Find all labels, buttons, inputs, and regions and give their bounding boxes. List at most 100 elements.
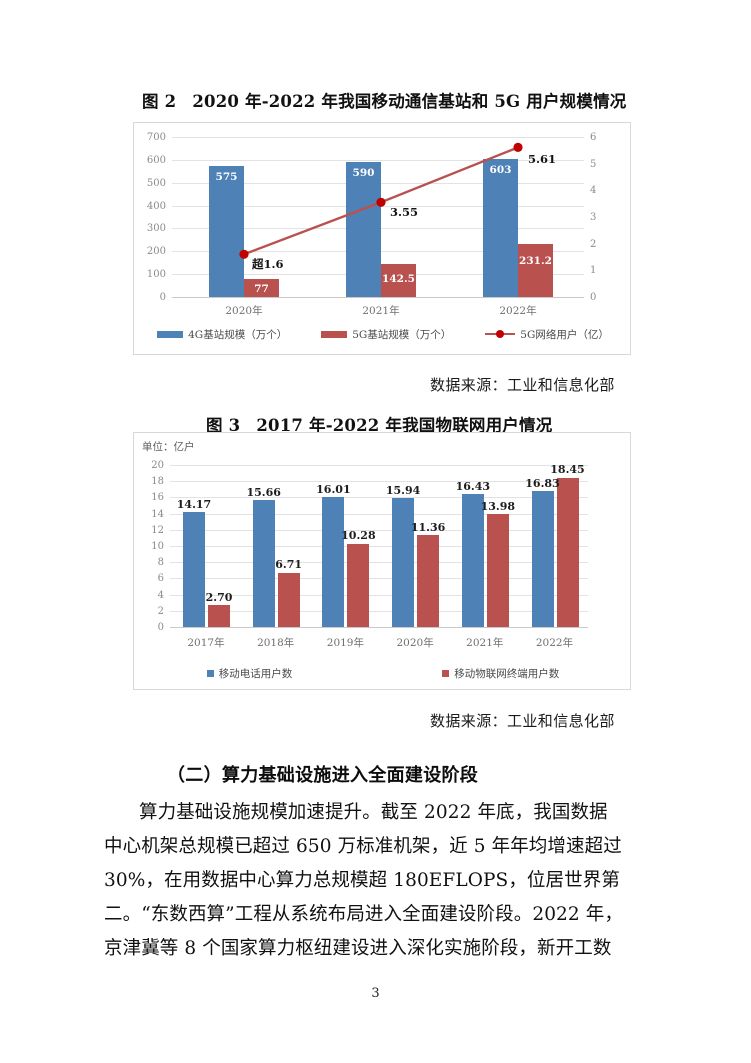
- y-tick: 12: [151, 524, 164, 536]
- gridline: [170, 610, 588, 612]
- bar-mobile-phone-2018: [252, 500, 275, 627]
- line-5g-users: [243, 146, 519, 256]
- bar-4g-2020: 575: [209, 165, 244, 297]
- bar-iot-2020: [417, 535, 440, 627]
- y-tick-right: 6: [590, 132, 597, 143]
- bar-iot-2022: [556, 477, 579, 627]
- y-tick-left: 0: [159, 292, 166, 303]
- bar-label-4g-2022: 603: [489, 164, 512, 177]
- bar-label-iot-2017: 2.70: [205, 591, 233, 604]
- bar-5g-2021: 142.5: [381, 264, 416, 297]
- bar-5g-2022: 231.2: [518, 244, 553, 297]
- x-category-2018: 2018年: [257, 637, 295, 649]
- x-category-2019: 2019年: [326, 637, 364, 649]
- line-label-2020: 超1.6: [252, 257, 284, 271]
- bar-iot-2017: [208, 605, 230, 627]
- y-tick: 14: [151, 508, 164, 520]
- bar-label-5g-2021: 142.5: [382, 273, 415, 286]
- bar-label-4g-2021: 590: [352, 167, 375, 180]
- legend-item-4g: 4G基站规模（万个）: [157, 327, 287, 342]
- body-paragraph-line: 算力基础设施规模加速提升。截至 2022 年底，我国数据: [139, 802, 608, 823]
- figure2-legend: 4G基站规模（万个） 5G基站规模（万个） 5G网络用户（亿）: [134, 326, 632, 342]
- legend-label-4g: 4G基站规模（万个）: [188, 328, 288, 341]
- y-tick-right: 3: [590, 212, 597, 223]
- y-tick-left: 300: [146, 223, 166, 235]
- body-paragraph-line: 中心机架总规模已超过 650 万标准机架，近 5 年年均增速超过: [104, 836, 622, 857]
- y-tick: 8: [157, 557, 164, 569]
- legend-swatch-bar-icon: [157, 330, 184, 338]
- line-label-2022: 5.61: [528, 152, 557, 166]
- bar-mobile-phone-2017: [183, 512, 205, 627]
- line-label-2021: 3.55: [390, 205, 419, 219]
- y-tick: 20: [151, 460, 164, 471]
- y-tick: 4: [157, 589, 164, 601]
- y-tick: 6: [157, 573, 164, 585]
- legend-label-mobile-phone: 移动电话用户数: [218, 667, 293, 680]
- legend-swatch-line-icon: [485, 330, 516, 338]
- figure2-caption-text: 2020 年-2022 年我国移动通信基站和 5G 用户规模情况: [192, 92, 627, 111]
- x-axis-line: [172, 297, 584, 298]
- page-number: 3: [371, 986, 380, 1001]
- legend-item-5g: 5G基站规模（万个）: [321, 327, 451, 342]
- y-tick-left: 200: [146, 246, 166, 258]
- bar-label-5g-2022: 231.2: [519, 255, 552, 268]
- bar-iot-2019: [347, 543, 370, 627]
- x-category-2020: 2020年: [225, 305, 263, 317]
- bar-5g-2020: 77: [244, 279, 279, 297]
- gridline: [170, 481, 588, 483]
- figure3-chart: 单位：亿户 14.17 2.70 15.66 6.71: [133, 432, 631, 690]
- bar-mobile-phone-2019: [322, 497, 345, 627]
- bar-label-5g-2020: 77: [254, 282, 269, 295]
- bar-label-4g-2020: 575: [215, 170, 238, 183]
- legend-label-5g: 5G基站规模（万个）: [352, 328, 452, 341]
- y-tick-right: 5: [590, 158, 597, 170]
- legend-item-mobile-phone: 移动电话用户数: [206, 666, 293, 681]
- x-category-2021: 2021年: [362, 305, 400, 317]
- figure3-plot-area: 14.17 2.70 15.66 6.71 16.01 10.28 15.94 …: [170, 463, 588, 628]
- bar-label-mobile-phone-2021: 16.43: [455, 480, 491, 493]
- bar-label-iot-2021: 13.98: [480, 500, 516, 513]
- figure3-caption-prefix: 图 3: [206, 416, 241, 435]
- figure2-chart: 575 77 590 142.5 603 231.2: [133, 122, 631, 355]
- legend-item-iot: 移动物联网终端用户数: [442, 666, 559, 681]
- x-axis-line: [170, 627, 588, 628]
- y-tick: 2: [157, 605, 164, 617]
- y-tick: 18: [151, 476, 164, 488]
- figure2-caption: 图 2 2020 年-2022 年我国移动通信基站和 5G 用户规模情况: [142, 88, 626, 112]
- bar-label-iot-2020: 11.36: [410, 521, 446, 534]
- figure3-source: 数据来源：工业和信息化部: [430, 712, 615, 730]
- gridline: [172, 159, 584, 161]
- figure2-plot-area: 575 77 590 142.5 603 231.2: [172, 137, 584, 298]
- section-heading: （二）算力基础设施进入全面建设阶段: [167, 765, 479, 786]
- y-tick-left: 700: [146, 132, 166, 143]
- y-tick-left: 400: [146, 200, 166, 212]
- bar-label-mobile-phone-2018: 15.66: [246, 486, 281, 499]
- bar-4g-2021: 590: [346, 162, 381, 297]
- bar-label-iot-2018: 6.71: [275, 558, 303, 571]
- body-paragraph-line: 二。“东数西算”工程从系统布局进入全面建设阶段。2022 年，: [104, 904, 623, 925]
- bar-4g-2022: 603: [483, 159, 518, 297]
- y-tick: 10: [151, 541, 164, 552]
- x-category-2022: 2022年: [499, 305, 537, 317]
- bar-mobile-phone-2020: [392, 497, 415, 627]
- y-tick-right: 4: [590, 185, 597, 197]
- bar-label-mobile-phone-2020: 15.94: [385, 484, 421, 497]
- x-category-2017: 2017年: [187, 637, 225, 649]
- legend-item-5g-users: 5G网络用户（亿）: [485, 327, 609, 342]
- bar-iot-2018: [277, 572, 300, 627]
- body-paragraph-line: 30%，在用数据中心算力总规模超 180EFLOPS，位居世界第: [104, 870, 620, 891]
- figure3-unit-label: 单位：亿户: [142, 441, 195, 453]
- figure3-caption-text: 2017 年-2022 年我国物联网用户情况: [256, 416, 553, 435]
- gridline: [170, 497, 588, 499]
- gridline: [172, 137, 584, 138]
- bar-label-mobile-phone-2019: 16.01: [316, 483, 351, 496]
- gridline: [170, 546, 588, 547]
- y-tick-right: 0: [590, 292, 597, 303]
- bar-label-iot-2022: 18.45: [550, 463, 585, 476]
- y-tick-left: 600: [146, 154, 166, 166]
- x-category-2021: 2021年: [466, 637, 504, 649]
- legend-swatch-bar-icon: [321, 330, 348, 338]
- y-tick-right: 2: [590, 238, 597, 250]
- bar-iot-2021: [486, 513, 509, 627]
